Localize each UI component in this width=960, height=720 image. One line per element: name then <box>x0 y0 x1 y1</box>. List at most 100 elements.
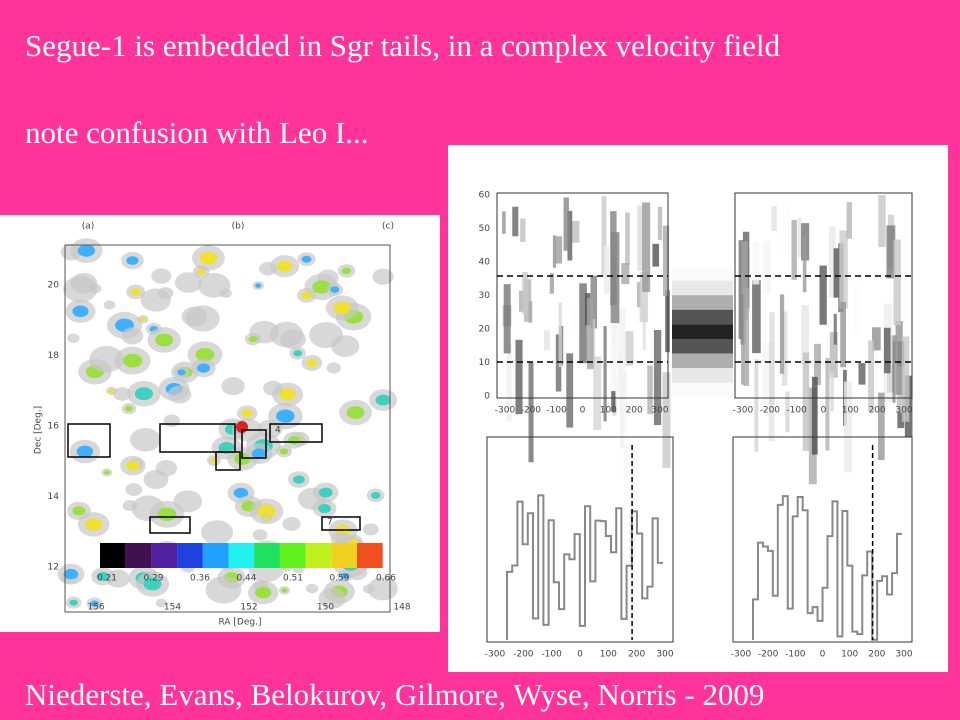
velocity-stripe <box>593 356 602 430</box>
velocity-stripe <box>528 300 533 323</box>
density-blob <box>76 445 94 458</box>
x-tick-label: -300 <box>731 650 752 660</box>
y-axis-label: Dec [Deg.] <box>34 406 44 454</box>
mid-band <box>672 309 733 325</box>
x-tick-label: 200 <box>869 406 886 416</box>
density-blob <box>346 406 365 419</box>
velocity-stripe <box>590 275 598 329</box>
density-blob <box>301 255 312 263</box>
histogram <box>752 495 902 641</box>
density-blob <box>263 380 283 396</box>
selection-box <box>321 516 361 531</box>
velocity-stripe <box>814 343 821 385</box>
colorbar-label: 0.21 <box>97 574 117 584</box>
velocity-stripe <box>829 332 838 378</box>
x-tick-label: 148 <box>393 603 410 613</box>
velocity-stripe <box>901 336 910 422</box>
y-tick-label: 30 <box>479 291 491 301</box>
x-tick-label: -100 <box>785 650 806 660</box>
x-tick-label: -300 <box>733 406 754 416</box>
density-blob <box>197 363 211 373</box>
velocity-stripe <box>811 376 818 455</box>
density-blob <box>134 387 153 401</box>
x-tick-label: -200 <box>760 406 781 416</box>
x-tick-label: 152 <box>240 603 257 613</box>
velocity-stripe <box>647 365 653 415</box>
velocity-stripe <box>555 334 562 392</box>
velocity-stripe <box>519 290 526 312</box>
x-tick-label: 300 <box>895 650 912 660</box>
panel-frame <box>734 192 913 399</box>
density-blob <box>362 523 379 536</box>
y-tick-label: 20 <box>479 325 491 335</box>
velocity-stripe <box>825 357 830 451</box>
y-tick-label: 16 <box>48 422 60 432</box>
velocity-stripe <box>833 313 837 345</box>
density-blob <box>181 306 208 327</box>
x-tick-label: 154 <box>164 603 181 613</box>
density-blob <box>130 428 161 452</box>
velocity-stripe <box>549 273 554 294</box>
density-blob <box>140 288 171 312</box>
density-blob <box>89 346 124 373</box>
x-tick-label: 300 <box>895 406 912 416</box>
velocity-stripe <box>662 372 671 468</box>
velocity-stripe <box>858 363 866 385</box>
density-blob <box>197 272 231 298</box>
velocity-stripe <box>515 339 523 415</box>
density-blob <box>69 599 78 606</box>
mid-band <box>672 368 733 383</box>
density-blob <box>121 327 144 345</box>
density-blob <box>306 358 318 367</box>
velocity-stripe <box>625 331 634 366</box>
x-tick-label: 0 <box>821 406 827 416</box>
x-tick-label: 0 <box>820 650 826 660</box>
velocity-stripe <box>586 297 594 370</box>
y-tick-label: 20 <box>48 281 60 291</box>
colorbar-label: 0.44 <box>236 574 256 584</box>
left-plot-frame <box>64 244 391 613</box>
velocity-stripe <box>852 286 859 335</box>
density-blob <box>251 448 267 459</box>
mid-band <box>672 193 733 208</box>
velocity-stripe <box>571 220 580 243</box>
density-blob <box>67 333 80 343</box>
density-blob <box>122 353 143 368</box>
velocity-stripe <box>563 197 569 251</box>
velocity-stripe <box>552 235 557 268</box>
density-blob <box>318 487 333 498</box>
velocity-stripe <box>506 345 512 422</box>
velocity-stripe <box>763 241 772 295</box>
panel-label: (c) <box>382 222 394 232</box>
velocity-stripe <box>503 284 511 354</box>
velocity-stripe <box>579 283 587 364</box>
y-tick-label: 50 <box>479 224 491 234</box>
density-blob <box>277 260 293 272</box>
selection-box <box>159 423 236 453</box>
velocity-stripe <box>819 265 827 325</box>
density-blob <box>126 460 140 471</box>
x-tick-label: 300 <box>651 406 668 416</box>
y-tick-label: 0 <box>484 392 490 402</box>
velocity-stripe <box>621 263 630 285</box>
x-tick-label: 200 <box>868 650 885 660</box>
x-tick-label: 100 <box>600 406 617 416</box>
selection-box <box>241 429 267 459</box>
colorbar-cell <box>357 543 383 568</box>
velocity-stripe <box>830 372 834 412</box>
velocity-stripe <box>741 241 748 321</box>
velocity-stripe <box>743 288 750 386</box>
velocity-stripe <box>895 320 903 395</box>
density-blob <box>125 483 143 497</box>
velocity-stripe <box>603 326 607 422</box>
velocity-stripe <box>833 248 839 298</box>
colorbar-cell <box>125 543 152 568</box>
velocity-stripe <box>512 206 519 237</box>
density-blob <box>195 347 215 362</box>
velocity-stripe <box>567 210 573 261</box>
velocity-stripe <box>611 391 616 412</box>
density-blob <box>252 529 268 541</box>
x-tick-label: 200 <box>626 406 643 416</box>
velocity-stripe <box>637 205 643 272</box>
x-tick-label: -300 <box>495 406 516 416</box>
